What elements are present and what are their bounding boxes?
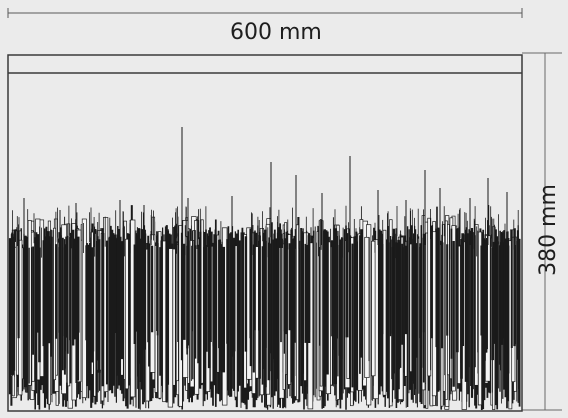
sample-frame — [7, 54, 523, 412]
width-dimension-label: 600 mm — [230, 20, 322, 45]
fiber-bundle — [8, 127, 521, 410]
height-dimension-label: 380 mm — [536, 184, 561, 276]
